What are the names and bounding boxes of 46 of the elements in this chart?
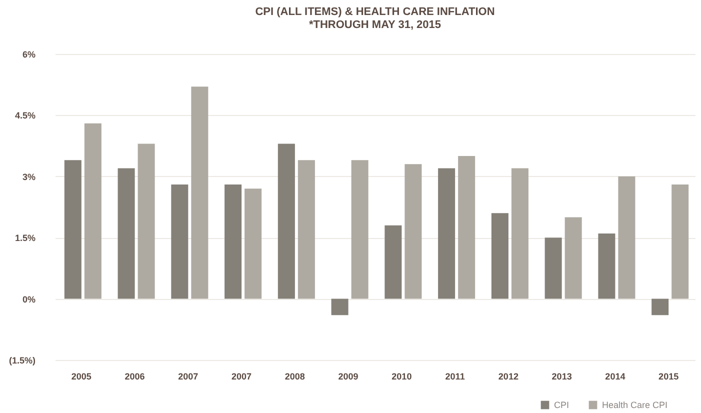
y-tick-label: 6% (22, 50, 36, 60)
bar (458, 156, 476, 299)
bar (564, 217, 582, 299)
bar (351, 160, 368, 299)
x-tick-label: 2008 (284, 372, 305, 382)
x-tick-label: 2014 (605, 372, 626, 382)
y-tick-label: (1.5%) (8, 356, 36, 366)
bar (652, 298, 669, 316)
bar (244, 188, 262, 299)
x-tick-label: 2005 (71, 372, 92, 382)
x-tick-label: 2011 (445, 372, 465, 382)
bar (171, 184, 188, 299)
bar (84, 123, 102, 299)
bar (191, 86, 208, 299)
x-tick-label: 2007 (178, 372, 198, 382)
bar (544, 238, 562, 299)
y-tick-label: 4.5% (14, 110, 36, 121)
bar (438, 168, 456, 299)
x-tick-label: 2007 (232, 372, 252, 382)
x-tick-label: 2012 (498, 372, 518, 382)
legend-label: CPI (554, 400, 570, 410)
x-tick-label: 2006 (124, 372, 145, 382)
bar (672, 184, 689, 299)
bar (384, 225, 402, 299)
bar (138, 144, 155, 299)
bar (118, 168, 135, 299)
y-tick-label: 3% (22, 172, 36, 182)
chart-subtitle: *THROUGH MAY 31, 2015 (308, 19, 442, 31)
bar (64, 160, 82, 299)
chart-title: CPI (ALL ITEMS) & HEALTH CARE INFLATION (255, 6, 495, 18)
bar (331, 298, 348, 316)
y-tick-label: 0% (22, 294, 36, 304)
bar (618, 176, 636, 299)
bar (278, 144, 295, 299)
y-tick-label: 1.5% (14, 233, 36, 244)
legend-label: Health Care CPI (602, 400, 668, 410)
x-tick-label: 2009 (338, 372, 358, 382)
x-tick-label: 2010 (392, 372, 412, 382)
x-tick-label: 2013 (552, 372, 572, 382)
bar (298, 160, 315, 299)
x-tick-label: 2015 (658, 372, 679, 382)
bar (404, 164, 422, 299)
bar (224, 184, 242, 299)
bar (598, 234, 616, 299)
bar (511, 168, 528, 299)
bar (491, 213, 508, 299)
